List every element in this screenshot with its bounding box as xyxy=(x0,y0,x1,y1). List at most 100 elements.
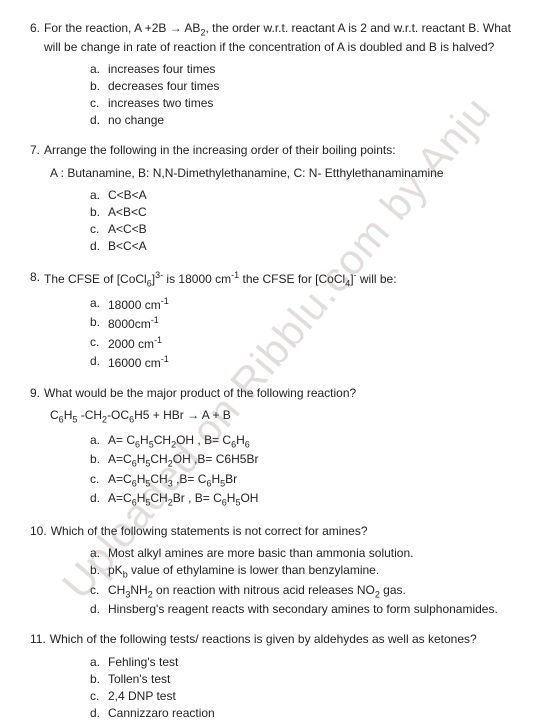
option: c.CH3NH2 on reaction with nitrous acid r… xyxy=(90,582,523,601)
option-letter: d. xyxy=(90,353,108,371)
option-text: A=C6H5CH2OH ,B= C6H5Br xyxy=(108,451,523,470)
option-letter: d. xyxy=(90,705,108,721)
question-subline: A : Butanamine, B: N,N-Dimethylethanamin… xyxy=(50,165,523,181)
option-text: 2000 cm-1 xyxy=(108,334,523,352)
option: d.no change xyxy=(90,112,523,128)
option-letter: b. xyxy=(90,671,108,687)
option: b.A=C6H5CH2OH ,B= C6H5Br xyxy=(90,451,523,470)
option-text: increases four times xyxy=(108,61,523,77)
options-list: a.A= C6H5CH2OH , B= C6H6b.A=C6H5CH2OH ,B… xyxy=(90,432,523,509)
option: d.Hinsberg's reagent reacts with seconda… xyxy=(90,601,523,617)
option-text: increases two times xyxy=(108,95,523,111)
option-letter: b. xyxy=(90,314,108,332)
option-letter: b. xyxy=(90,78,108,94)
option-letter: d. xyxy=(90,601,108,617)
options-list: a.18000 cm-1b.8000cm-1c.2000 cm-1d.16000… xyxy=(90,295,523,371)
option-letter: a. xyxy=(90,654,108,670)
option: a.Fehling's test xyxy=(90,654,523,670)
question-number: 7. xyxy=(30,142,40,158)
option-text: CH3NH2 on reaction with nitrous acid rel… xyxy=(108,582,523,601)
question-number: 9. xyxy=(30,385,40,401)
question-body: Arrange the following in the increasing … xyxy=(44,142,523,158)
option-letter: a. xyxy=(90,545,108,561)
option-letter: c. xyxy=(90,334,108,352)
option-letter: a. xyxy=(90,295,108,313)
question-number: 8. xyxy=(30,269,40,290)
question-number: 10. xyxy=(30,523,47,539)
question-number: 11. xyxy=(30,631,46,647)
options-list: a.Most alkyl amines are more basic than … xyxy=(90,545,523,617)
question-text-row: 6.For the reaction, A +2B → AB2, the ord… xyxy=(30,20,523,55)
question-body: Which of the following statements is not… xyxy=(51,523,523,539)
option: a.Most alkyl amines are more basic than … xyxy=(90,545,523,561)
question-text-row: 7.Arrange the following in the increasin… xyxy=(30,142,523,158)
question-body: Which of the following tests/ reactions … xyxy=(50,631,523,647)
question: 11. Which of the following tests/ reacti… xyxy=(30,631,523,721)
option-letter: b. xyxy=(90,562,108,581)
option-text: A<B<C xyxy=(108,204,523,220)
option: c.2000 cm-1 xyxy=(90,334,523,352)
options-list: a.C<B<Ab.A<B<Cc.A<C<Bd.B<C<A xyxy=(90,187,523,255)
option-text: 8000cm-1 xyxy=(108,314,523,332)
option-text: Tollen's test xyxy=(108,671,523,687)
question-number: 6. xyxy=(30,20,40,55)
option-text: decreases four times xyxy=(108,78,523,94)
option: c.increases two times xyxy=(90,95,523,111)
option-text: A= C6H5CH2OH , B= C6H6 xyxy=(108,432,523,451)
option: d.B<C<A xyxy=(90,238,523,254)
option: a.increases four times xyxy=(90,61,523,77)
option-text: A<C<B xyxy=(108,221,523,237)
option-text: Fehling's test xyxy=(108,654,523,670)
option-letter: b. xyxy=(90,451,108,470)
option: a.A= C6H5CH2OH , B= C6H6 xyxy=(90,432,523,451)
option: d.A=C6H5CH2Br , B= C6H5OH xyxy=(90,490,523,509)
option: b.A<B<C xyxy=(90,204,523,220)
option: a.C<B<A xyxy=(90,187,523,203)
option-text: B<C<A xyxy=(108,238,523,254)
option-letter: c. xyxy=(90,221,108,237)
question-text-row: 9.What would be the major product of the… xyxy=(30,385,523,401)
document-body: 6.For the reaction, A +2B → AB2, the ord… xyxy=(30,20,523,721)
question: 8.The CFSE of [CoCl6]3- is 18000 cm-1 th… xyxy=(30,269,523,371)
question-text-row: 8.The CFSE of [CoCl6]3- is 18000 cm-1 th… xyxy=(30,269,523,290)
option-letter: c. xyxy=(90,471,108,490)
option-letter: c. xyxy=(90,688,108,704)
option-text: Hinsberg's reagent reacts with secondary… xyxy=(108,601,523,617)
options-list: a.increases four timesb.decreases four t… xyxy=(90,61,523,129)
option: b.8000cm-1 xyxy=(90,314,523,332)
option-letter: c. xyxy=(90,582,108,601)
option-letter: d. xyxy=(90,490,108,509)
option-text: 2,4 DNP test xyxy=(108,688,523,704)
option: d.Cannizzaro reaction xyxy=(90,705,523,721)
option: b.decreases four times xyxy=(90,78,523,94)
option-letter: d. xyxy=(90,112,108,128)
option-letter: a. xyxy=(90,61,108,77)
question: 6.For the reaction, A +2B → AB2, the ord… xyxy=(30,20,523,128)
option-letter: d. xyxy=(90,238,108,254)
option: b.pKb value of ethylamine is lower than … xyxy=(90,562,523,581)
option-text: Most alkyl amines are more basic than am… xyxy=(108,545,523,561)
question: 9.What would be the major product of the… xyxy=(30,385,523,509)
question-text-row: 11. Which of the following tests/ reacti… xyxy=(30,631,523,647)
option-text: C<B<A xyxy=(108,187,523,203)
option: c.A<C<B xyxy=(90,221,523,237)
option: b.Tollen's test xyxy=(90,671,523,687)
option-text: 16000 cm-1 xyxy=(108,353,523,371)
option: c.2,4 DNP test xyxy=(90,688,523,704)
question: 10. Which of the following statements is… xyxy=(30,523,523,618)
option-letter: a. xyxy=(90,187,108,203)
question-subline: C6H5 -CH2-OC6H5 + HBr → A + B xyxy=(50,407,523,426)
question-text-row: 10. Which of the following statements is… xyxy=(30,523,523,539)
options-list: a.Fehling's testb.Tollen's testc.2,4 DNP… xyxy=(90,654,523,721)
question-body: What would be the major product of the f… xyxy=(44,385,523,401)
option: a.18000 cm-1 xyxy=(90,295,523,313)
question-body: For the reaction, A +2B → AB2, the order… xyxy=(44,20,523,55)
option-letter: b. xyxy=(90,204,108,220)
option-text: A=C6H5CH2Br , B= C6H5OH xyxy=(108,490,523,509)
option-text: Cannizzaro reaction xyxy=(108,705,523,721)
option-text: pKb value of ethylamine is lower than be… xyxy=(108,562,523,581)
option: d.16000 cm-1 xyxy=(90,353,523,371)
option-letter: c. xyxy=(90,95,108,111)
question: 7.Arrange the following in the increasin… xyxy=(30,142,523,254)
option: c.A=C6H5CH3 ,B= C6H5Br xyxy=(90,471,523,490)
